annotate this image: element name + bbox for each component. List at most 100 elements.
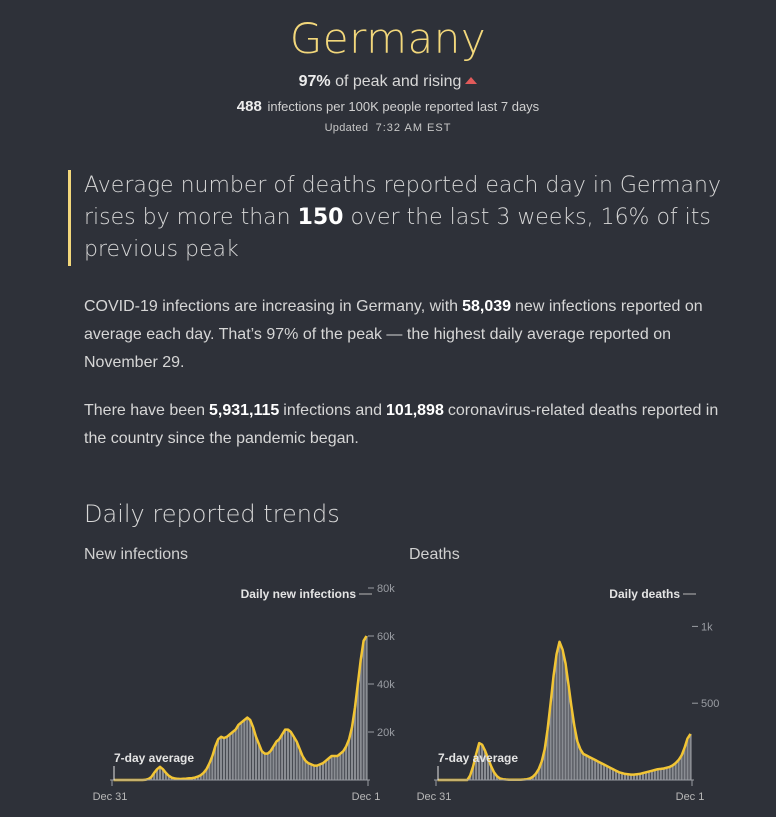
bar <box>225 736 228 780</box>
bar <box>671 765 674 780</box>
bar <box>289 732 292 780</box>
bar <box>591 758 594 780</box>
bar <box>246 717 249 780</box>
bar <box>597 761 600 780</box>
para2-text-2: infections and <box>283 402 383 419</box>
bar <box>576 741 579 780</box>
bar <box>481 744 484 780</box>
bar <box>199 775 202 780</box>
bar <box>484 750 487 780</box>
bar <box>668 766 671 780</box>
bar <box>537 769 540 780</box>
totals-paragraph: There have been 5,931,115 infections and 10… <box>84 397 744 453</box>
para2-text-1: There have been <box>84 402 205 419</box>
bar <box>263 753 266 780</box>
bar <box>286 729 290 780</box>
bar <box>281 734 284 780</box>
bar <box>284 729 287 780</box>
bar <box>469 775 472 780</box>
bar <box>674 763 677 780</box>
bar <box>561 649 564 780</box>
bar <box>638 773 642 780</box>
bar <box>333 756 336 780</box>
x-tick-label-end: Dec 1 <box>352 791 381 803</box>
bar <box>336 756 339 780</box>
bar <box>292 736 295 780</box>
bar <box>588 756 591 780</box>
bar <box>243 720 246 780</box>
bar <box>495 776 499 780</box>
bar <box>295 741 298 780</box>
para2-value-1: 5,931,115 <box>208 402 280 419</box>
bar <box>231 732 234 780</box>
bar <box>254 736 258 780</box>
bar <box>158 766 162 780</box>
bar <box>313 765 316 780</box>
bar <box>665 767 668 780</box>
bar <box>252 727 255 780</box>
line-series-label: 7-day average <box>438 751 518 765</box>
bar <box>606 766 609 780</box>
bar <box>167 775 170 780</box>
bar <box>552 675 555 780</box>
y-tick-label: 60k <box>377 631 395 643</box>
bar <box>161 769 164 780</box>
bar <box>272 746 275 780</box>
bar <box>629 774 633 780</box>
bar <box>228 734 231 780</box>
bar <box>614 770 618 780</box>
bar <box>620 773 624 780</box>
x-tick-label-end: Dec 1 <box>676 791 705 803</box>
bar <box>318 764 322 780</box>
bar <box>365 636 368 780</box>
average-line <box>113 635 368 782</box>
bar <box>350 727 354 780</box>
bar <box>549 703 552 780</box>
bar <box>298 748 301 780</box>
bar <box>626 774 630 780</box>
bar <box>156 769 159 780</box>
bar <box>570 706 573 780</box>
bar <box>659 768 662 780</box>
para2-value-2: 101,898 <box>386 402 444 419</box>
bar <box>327 758 330 780</box>
bar <box>205 769 208 780</box>
bar <box>353 708 356 780</box>
bar <box>266 753 269 780</box>
bar <box>275 741 278 780</box>
infections-paragraph: COVID-19 infections are increasing in Ge… <box>84 293 744 377</box>
updated-label: Updated <box>324 122 369 134</box>
bar <box>304 760 307 780</box>
deaths-chart: 500 1k Dec 31 Dec 1 Daily deaths 7-day averag… <box>417 587 720 803</box>
updated-timestamp: Updated 7:32 AM EST <box>0 122 776 134</box>
bar <box>475 753 478 780</box>
bar <box>644 772 647 780</box>
bar <box>324 760 327 780</box>
bar <box>594 760 597 780</box>
bar <box>208 763 211 780</box>
bar <box>356 684 359 780</box>
bar <box>196 776 199 780</box>
line-series-label: 7-day average <box>114 751 194 765</box>
bar <box>278 739 281 780</box>
bar <box>683 747 686 780</box>
bar <box>573 726 576 780</box>
bar <box>202 772 205 780</box>
bar <box>543 749 546 780</box>
bar <box>564 663 567 780</box>
y-tick-label: 20k <box>377 727 395 739</box>
bar <box>540 761 543 780</box>
bar <box>650 770 653 780</box>
updated-time: 7:32 AM EST <box>375 122 452 134</box>
peak-percent: 97% <box>298 73 331 90</box>
bar <box>653 770 656 780</box>
header: Germany 97% of peak and rising 488 infec… <box>0 12 776 134</box>
infections-chart: 20k 40k 60k 80k Dec 31 Dec 1 Daily new infecti… <box>93 583 396 803</box>
bar <box>531 776 534 780</box>
bar <box>257 744 260 780</box>
deaths-callout: Average number of deaths reported each d… <box>68 170 728 266</box>
bar-series-label: Daily deaths <box>609 587 680 601</box>
bar <box>220 736 223 780</box>
chart-title-infections: New infections <box>84 546 189 563</box>
para1-value-1: 58,039 <box>462 298 512 315</box>
